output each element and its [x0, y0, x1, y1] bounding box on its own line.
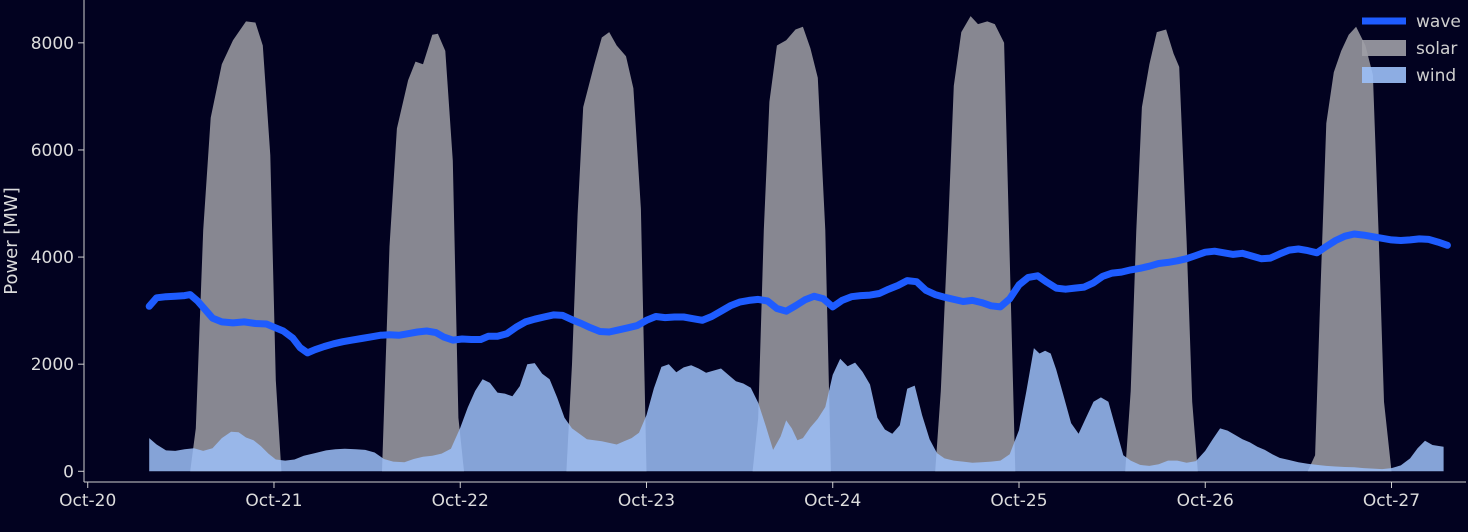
legend-label-wind: wind [1416, 66, 1456, 86]
plot-area [143, 16, 1454, 472]
y-tick-label: 6000 [31, 141, 74, 161]
x-tick-label: Oct-22 [432, 491, 489, 511]
legend-label-solar: solar [1416, 39, 1457, 59]
y-tick-label: 2000 [31, 355, 74, 375]
axes: 0 2000 4000 6000 8000 Oct-20 Oct-21 Oct-22 Oct-2… [31, 0, 1466, 511]
x-tick-label: Oct-25 [990, 491, 1047, 511]
legend: wave solar wind [1362, 12, 1461, 86]
y-tick-label: 4000 [31, 248, 74, 268]
x-tick-label: Oct-23 [618, 491, 675, 511]
x-tick-label: Oct-24 [804, 491, 861, 511]
x-tick-label: Oct-20 [59, 491, 116, 511]
x-tick-label: Oct-27 [1363, 491, 1420, 511]
x-tick-label: Oct-21 [245, 491, 302, 511]
y-tick-label: 8000 [31, 34, 74, 54]
legend-swatch-solar [1362, 40, 1406, 56]
series-wave-line [145, 230, 1451, 357]
series-wind-area [149, 348, 1444, 472]
legend-label-wave: wave [1416, 12, 1461, 32]
legend-swatch-wind [1362, 67, 1406, 83]
x-tick-label: Oct-26 [1177, 491, 1234, 511]
series-solar-area [143, 16, 1454, 472]
y-tick-label: 0 [63, 462, 74, 482]
y-axis-label: Power [MW] [1, 187, 22, 295]
